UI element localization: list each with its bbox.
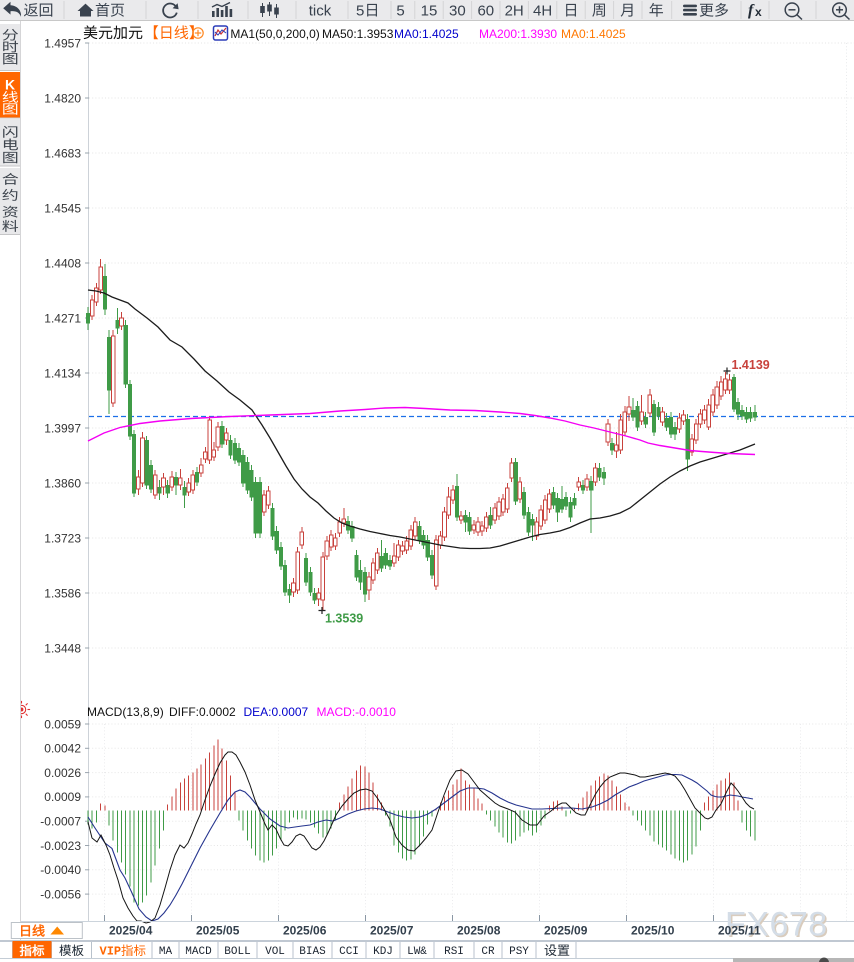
- svg-text:VIP: VIP: [100, 945, 122, 959]
- svg-text:1.3539: 1.3539: [325, 612, 363, 626]
- svg-text:MA50:1.3953: MA50:1.3953: [322, 27, 394, 41]
- svg-text:tick: tick: [309, 3, 332, 20]
- svg-text:-0.0056: -0.0056: [40, 887, 81, 901]
- svg-text:VOL: VOL: [265, 946, 285, 958]
- svg-text:30: 30: [449, 3, 466, 20]
- svg-text:PSY: PSY: [509, 946, 529, 958]
- svg-text:2H: 2H: [505, 3, 524, 20]
- svg-text:2025/06: 2025/06: [283, 924, 327, 938]
- svg-text:2025/04: 2025/04: [109, 924, 153, 938]
- svg-text:1.4408: 1.4408: [44, 256, 81, 270]
- svg-text:MACD:-0.0010: MACD:-0.0010: [317, 705, 397, 719]
- svg-text:1.4271: 1.4271: [44, 311, 81, 325]
- svg-text:MACD: MACD: [185, 946, 212, 958]
- svg-text:x: x: [755, 5, 762, 19]
- svg-text:MA1(50,0,200,0): MA1(50,0,200,0): [230, 27, 319, 41]
- svg-text:0.0026: 0.0026: [44, 766, 81, 780]
- svg-text:DIFF:0.0002: DIFF:0.0002: [169, 705, 236, 719]
- svg-text:1.4545: 1.4545: [44, 201, 81, 215]
- svg-text:1.4957: 1.4957: [44, 36, 81, 50]
- svg-text:FX678: FX678: [727, 907, 830, 945]
- svg-text:f: f: [748, 2, 755, 19]
- svg-text:2025/10: 2025/10: [631, 924, 675, 938]
- svg-text:RSI: RSI: [444, 946, 464, 958]
- svg-text:4H: 4H: [533, 3, 552, 20]
- svg-text:2025/09: 2025/09: [544, 924, 588, 938]
- svg-text:0.0009: 0.0009: [44, 790, 81, 804]
- svg-text:5: 5: [396, 3, 404, 20]
- svg-text:KDJ: KDJ: [373, 946, 393, 958]
- svg-text:15: 15: [421, 3, 438, 20]
- svg-text:-0.0007: -0.0007: [40, 815, 81, 829]
- svg-text:MA200:1.3930: MA200:1.3930: [479, 27, 557, 41]
- svg-text:-0.0040: -0.0040: [40, 863, 81, 877]
- svg-text:2025/05: 2025/05: [196, 924, 240, 938]
- svg-text:-0.0023: -0.0023: [40, 839, 81, 853]
- svg-text:DEA:0.0007: DEA:0.0007: [244, 705, 309, 719]
- svg-text:MA: MA: [159, 946, 173, 958]
- svg-text:FX678: FX678: [725, 906, 828, 944]
- svg-text:60: 60: [477, 3, 494, 20]
- svg-text:MA0:1.4025: MA0:1.4025: [394, 27, 459, 41]
- svg-text:LW&: LW&: [407, 946, 427, 958]
- svg-text:MACD(13,8,9): MACD(13,8,9): [87, 705, 164, 719]
- svg-text:CCI: CCI: [339, 946, 359, 958]
- svg-text:1.3586: 1.3586: [44, 586, 81, 600]
- svg-text:MA0:1.4025: MA0:1.4025: [561, 27, 626, 41]
- svg-text:2025/08: 2025/08: [457, 924, 501, 938]
- svg-text:1.3860: 1.3860: [44, 476, 81, 490]
- svg-text:BOLL: BOLL: [224, 946, 250, 958]
- svg-text:2025/07: 2025/07: [370, 924, 414, 938]
- svg-text:0.0059: 0.0059: [44, 717, 81, 731]
- svg-text:5: 5: [356, 3, 364, 20]
- svg-text:1.3997: 1.3997: [44, 421, 81, 435]
- svg-text:1.4139: 1.4139: [732, 358, 770, 372]
- svg-text:BIAS: BIAS: [299, 946, 326, 958]
- svg-text:1.3723: 1.3723: [44, 531, 81, 545]
- svg-text:1.4134: 1.4134: [44, 366, 81, 380]
- svg-text:CR: CR: [481, 946, 495, 958]
- svg-text:1.3448: 1.3448: [44, 641, 81, 655]
- svg-text:1.4820: 1.4820: [44, 91, 81, 105]
- svg-text:1.4683: 1.4683: [44, 146, 81, 160]
- svg-text:0.0042: 0.0042: [44, 742, 81, 756]
- svg-text:2025/11: 2025/11: [718, 924, 761, 938]
- svg-text:K: K: [5, 77, 15, 93]
